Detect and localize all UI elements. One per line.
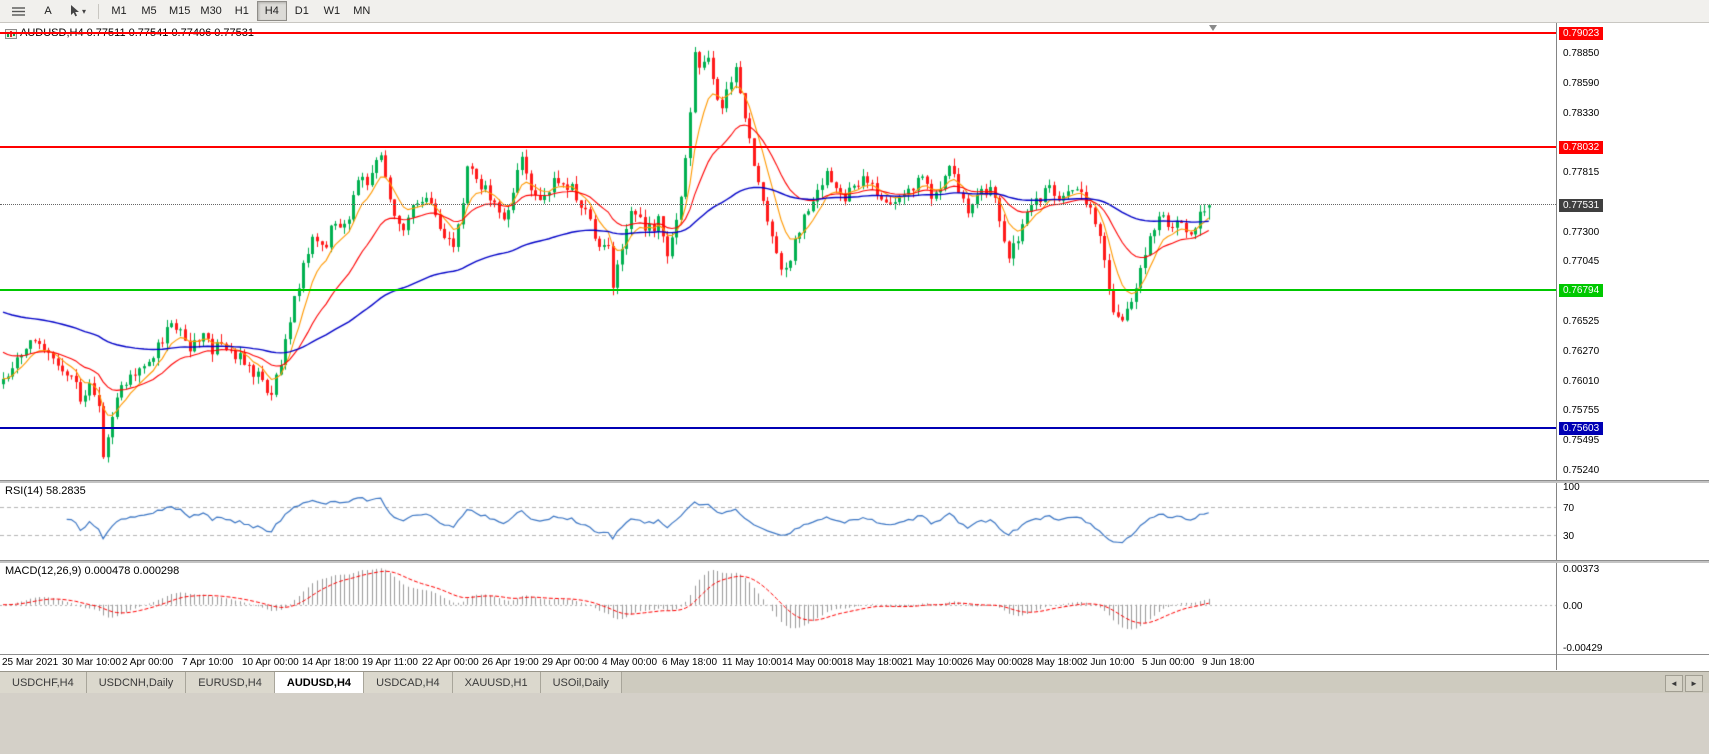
time-axis-label: 18 May 18:00	[842, 657, 903, 668]
list-icon-button[interactable]	[3, 1, 33, 21]
price-chart-canvas[interactable]	[0, 23, 1556, 480]
price-tick-label: 0.77045	[1563, 256, 1600, 268]
chart-shift-marker-icon[interactable]	[1209, 25, 1217, 31]
price-line-badge: 0.79023	[1559, 27, 1604, 41]
macd-canvas[interactable]	[0, 562, 1556, 653]
horizontal-price-line[interactable]	[0, 289, 1556, 292]
rsi-label: RSI(14) 58.2835	[5, 485, 86, 497]
time-axis-label: 2 Jun 10:00	[1082, 657, 1135, 668]
chart-tab-usdcnh-daily[interactable]: USDCNH,Daily	[86, 672, 187, 693]
macd-scale-label: 0.00	[1563, 600, 1583, 612]
timeframe-button-d1[interactable]: D1	[294, 5, 309, 17]
macd-scale-label: -0.00429	[1563, 643, 1603, 654]
toolbar: A ▾ M1 M5 M15 M30 H1 H4 D1 W1 MN	[0, 0, 1709, 23]
price-tick-label: 0.75755	[1563, 405, 1600, 417]
price-tick-label: 0.78590	[1563, 78, 1600, 89]
chart-tab-audusd-h4[interactable]: AUDUSD,H4	[274, 672, 365, 693]
time-axis-label: 14 May 00:00	[782, 657, 843, 668]
price-tick-label: 0.77300	[1563, 226, 1600, 238]
time-axis[interactable]: 25 Mar 2021 30 Mar 10:00 2 Apr 00:00 7 Apr …	[0, 654, 1709, 672]
panel-splitter[interactable]	[0, 480, 1709, 483]
time-axis-label: 10 Apr 00:00	[242, 657, 299, 668]
timeframe-button-m5[interactable]: M5	[141, 5, 157, 17]
time-axis-label: 19 Apr 11:00	[362, 657, 418, 668]
timeframe-button-mn[interactable]: MN	[353, 5, 371, 17]
chart-tab-usoil-daily[interactable]: USOil,Daily	[540, 672, 622, 693]
dropdown-caret-icon: ▾	[81, 6, 86, 16]
price-tick-label: 0.76525	[1563, 316, 1600, 328]
time-axis-label: 21 May 10:00	[902, 657, 963, 668]
chart-window-icon	[5, 29, 17, 42]
timeframe-button-h4[interactable]: H4	[256, 1, 287, 21]
timeframe-button-m1[interactable]: M1	[111, 5, 127, 17]
time-axis-label: 25 Mar 2021	[2, 657, 59, 668]
timeframe-buttons: M1 M5 M15 M30 H1 H4 D1 W1 MN	[104, 1, 377, 21]
time-axis-label: 28 May 18:00	[1022, 657, 1083, 668]
axis-separator	[1556, 23, 1557, 670]
horizontal-price-line[interactable]	[0, 32, 1556, 35]
time-axis-label: 30 Mar 10:00	[62, 657, 121, 668]
time-axis-label: 29 Apr 00:00	[542, 657, 599, 668]
price-tick-label: 0.76270	[1563, 345, 1600, 357]
cursor-icon	[70, 5, 79, 17]
toolbar-separator	[98, 3, 99, 19]
horizontal-price-line[interactable]	[0, 426, 1556, 429]
price-line-badge: 0.75603	[1559, 421, 1604, 435]
current-price-line	[0, 204, 1556, 206]
time-axis-label: 26 May 00:00	[962, 657, 1023, 668]
price-tick-label: 0.78330	[1563, 108, 1600, 119]
time-axis-label: 5 Jun 00:00	[1142, 657, 1195, 668]
macd-label: MACD(12,26,9) 0.000478 0.000298	[5, 565, 180, 577]
time-axis-label: 6 May 18:00	[662, 657, 718, 668]
panel-splitter[interactable]	[0, 560, 1709, 563]
chart-tab-usdchf-h4[interactable]: USDCHF,H4	[0, 672, 87, 693]
time-axis-label: 2 Apr 00:00	[122, 657, 174, 668]
chart-tab-xauusd-h1[interactable]: XAUUSD,H1	[452, 672, 541, 693]
price-tick-label: 0.78850	[1563, 48, 1600, 59]
time-axis-label: 26 Apr 19:00	[482, 657, 539, 668]
time-axis-label: 9 Jun 18:00	[1202, 657, 1255, 668]
time-axis-label: 14 Apr 18:00	[302, 657, 359, 668]
timeframe-button-h1[interactable]: H1	[234, 5, 249, 17]
current-price-badge: 0.77531	[1559, 199, 1604, 213]
time-axis-label: 4 May 00:00	[602, 657, 658, 668]
time-axis-label: 11 May 10:00	[722, 657, 782, 668]
rsi-level-label: 100	[1563, 482, 1580, 493]
tab-scroll-arrows: ◄ ►	[1665, 675, 1703, 692]
rsi-level-label: 30	[1563, 531, 1575, 542]
timeframe-button-m30[interactable]: M30	[200, 5, 222, 17]
horizontal-price-line[interactable]	[0, 146, 1556, 149]
cursor-tool-button[interactable]: ▾	[63, 1, 93, 21]
list-icon	[11, 6, 25, 16]
text-annotation-button[interactable]: A	[44, 5, 52, 17]
time-axis-label: 22 Apr 00:00	[422, 657, 479, 668]
price-tick-label: 0.76010	[1563, 375, 1600, 387]
bottom-filler	[0, 692, 1709, 754]
timeframe-button-m15[interactable]: M15	[169, 5, 191, 17]
rsi-level-label: 70	[1563, 503, 1575, 514]
tab-scroll-left-button[interactable]: ◄	[1665, 675, 1683, 692]
price-tick-label: 0.75240	[1563, 464, 1600, 476]
macd-scale-label: 0.00373	[1563, 564, 1600, 575]
price-line-badge: 0.78032	[1559, 141, 1604, 155]
time-axis-label: 7 Apr 10:00	[182, 657, 234, 668]
rsi-canvas[interactable]	[0, 482, 1556, 560]
chart-tabs: USDCHF,H4 USDCNH,Daily EURUSD,H4 AUDUSD,H4 U…	[0, 672, 622, 693]
chart-tab-usdcad-h4[interactable]: USDCAD,H4	[364, 672, 453, 693]
price-tick-label: 0.75495	[1563, 435, 1600, 447]
chart-tab-bar: USDCHF,H4 USDCNH,Daily EURUSD,H4 AUDUSD,H4 U…	[0, 671, 1709, 693]
price-line-badge: 0.76794	[1559, 284, 1604, 298]
timeframe-button-w1[interactable]: W1	[323, 5, 341, 17]
price-tick-label: 0.77815	[1563, 167, 1600, 179]
tab-scroll-right-button[interactable]: ►	[1685, 675, 1703, 692]
chart-tab-eurusd-h4[interactable]: EURUSD,H4	[186, 672, 275, 693]
